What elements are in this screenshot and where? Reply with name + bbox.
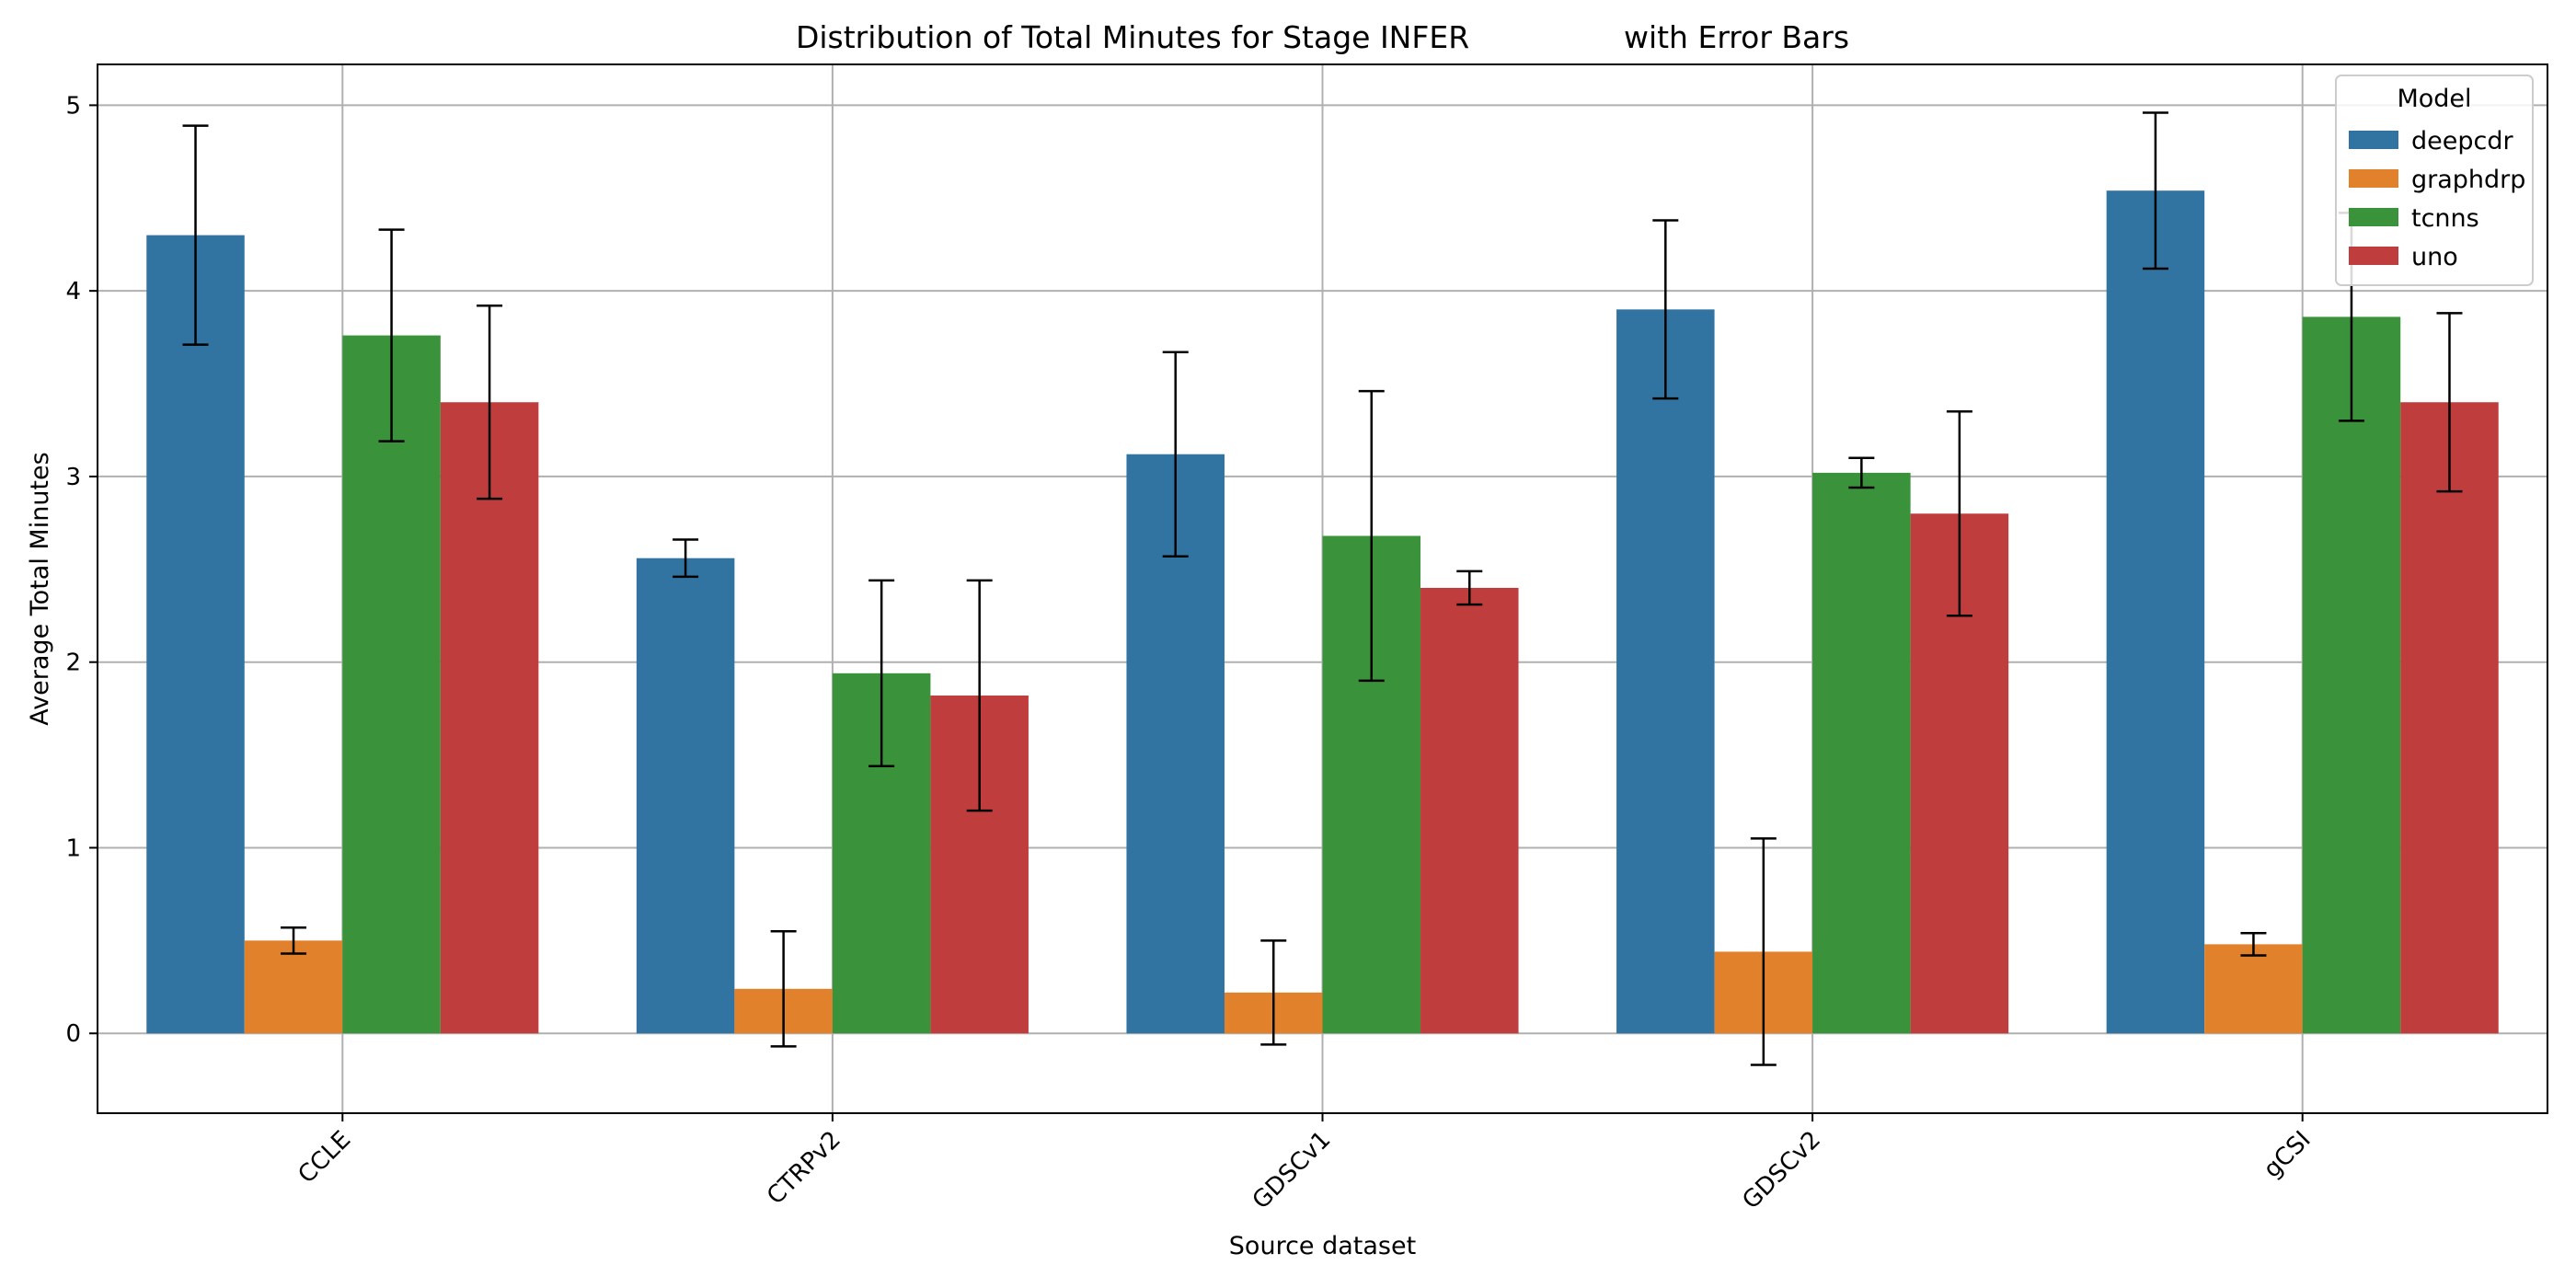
legend-swatch-deepcdr <box>2349 131 2398 149</box>
bar-uno-GDSCv1 <box>1420 587 1519 1034</box>
y-tick-label: 4 <box>65 278 81 305</box>
y-tick-label: 5 <box>65 92 81 120</box>
bar-deepcdr-CCLE <box>146 235 245 1034</box>
legend-title: Model <box>2397 85 2471 113</box>
y-tick-label: 2 <box>65 650 81 677</box>
legend-label-deepcdr: deepcdr <box>2411 127 2513 155</box>
legend-swatch-tcnns <box>2349 208 2398 226</box>
legend-swatch-uno <box>2349 247 2398 265</box>
x-axis-label: Source dataset <box>1229 1232 1416 1260</box>
bar-deepcdr-CTRPv2 <box>636 558 735 1034</box>
x-tick-label: GDSCv2 <box>1737 1126 1826 1215</box>
y-tick-label: 1 <box>65 834 81 862</box>
x-tick-label: CCLE <box>293 1126 356 1190</box>
y-axis-label: Average Total Minutes <box>26 452 54 725</box>
bar-uno-gCSI <box>2400 402 2499 1034</box>
legend-box <box>2335 75 2534 286</box>
legend-swatch-graphdrp <box>2349 169 2398 188</box>
y-tick-label: 3 <box>65 464 81 491</box>
bar-graphdrp-gCSI <box>2204 944 2303 1034</box>
bar-graphdrp-CCLE <box>244 940 343 1034</box>
y-tick-label: 0 <box>65 1020 81 1048</box>
bar-tcnns-CCLE <box>342 335 441 1034</box>
x-tick-label: gCSI <box>2259 1126 2317 1184</box>
legend-label-graphdrp: graphdrp <box>2411 166 2525 194</box>
legend-label-tcnns: tcnns <box>2411 204 2479 233</box>
chart-title: Distribution of Total Minutes for Stage … <box>796 19 1849 55</box>
x-tick-label: GDSCv1 <box>1248 1126 1337 1215</box>
x-tick-label: CTRPv2 <box>762 1126 846 1211</box>
bar-uno-CCLE <box>440 402 539 1034</box>
bar-tcnns-gCSI <box>2302 316 2401 1034</box>
bar-deepcdr-gCSI <box>2106 190 2205 1034</box>
legend-label-uno: uno <box>2411 243 2458 271</box>
bar-tcnns-GDSCv2 <box>1812 472 1911 1034</box>
bar-deepcdr-GDSCv2 <box>1616 309 1715 1034</box>
